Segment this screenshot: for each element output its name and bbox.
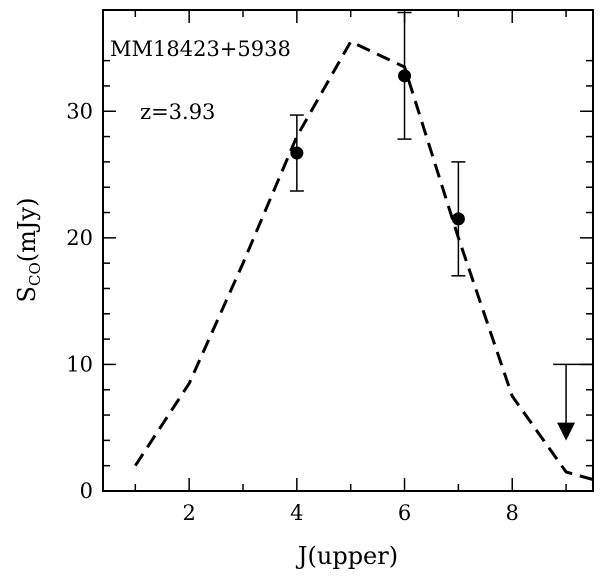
annotation-source-name: MM18423+5938 [110, 37, 291, 61]
y-axis-label-units: (mJy) [13, 198, 41, 263]
y-tick-label: 10 [66, 352, 93, 376]
x-tick-label: 4 [290, 501, 303, 525]
upper-limit-arrowhead [557, 422, 576, 441]
y-axis-label-subscript: CO [26, 262, 44, 286]
y-tick-label: 30 [66, 99, 93, 123]
x-tick-label: 2 [182, 501, 195, 525]
y-axis-label-main: S [13, 286, 41, 302]
y-tick-label: 0 [80, 479, 93, 503]
data-layer [134, 11, 594, 482]
data-point [398, 69, 412, 83]
labels-layer: MM18423+5938 z=3.93 J(upper) SCO(mJy) [13, 37, 398, 570]
data-point [290, 146, 304, 160]
x-tick-label: 6 [398, 501, 411, 525]
y-tick-label: 20 [66, 226, 93, 250]
x-axis-label: J(upper) [295, 542, 398, 570]
ticks-layer: 2 4 6 8 0 10 20 30 [66, 10, 593, 525]
plot-frame [102, 9, 594, 492]
annotation-redshift: z=3.93 [140, 100, 215, 124]
data-point [451, 212, 465, 226]
x-tick-label: 8 [506, 501, 519, 525]
y-axis-label: SCO(mJy) [13, 198, 44, 303]
model-curve [134, 39, 594, 482]
